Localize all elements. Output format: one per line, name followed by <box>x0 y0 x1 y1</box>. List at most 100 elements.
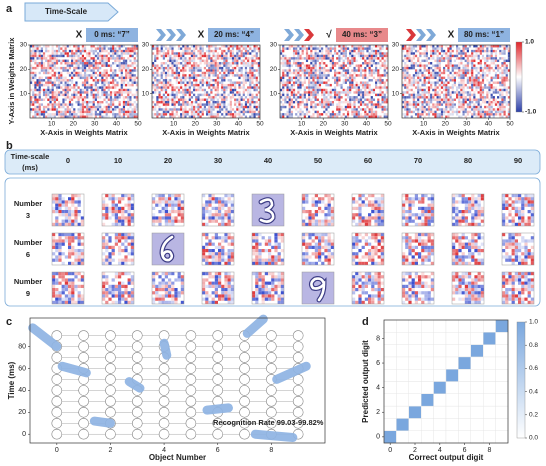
weight-cell <box>223 62 226 65</box>
weight-cell <box>292 54 296 58</box>
weight-cell <box>460 57 463 60</box>
noise-cell <box>477 197 481 201</box>
weight-cell <box>436 100 439 104</box>
noise-cell <box>430 197 434 201</box>
weight-cell <box>497 74 500 77</box>
weight-cell <box>64 88 67 92</box>
weight-cell <box>449 113 452 116</box>
weight-cell <box>129 115 132 118</box>
weight-cell <box>103 115 106 118</box>
weight-cell <box>368 64 371 67</box>
weight-cell <box>154 113 157 116</box>
weight-cell <box>36 98 39 101</box>
weight-cell <box>58 79 61 82</box>
weight-cell <box>184 62 187 65</box>
noise-cell <box>58 252 62 256</box>
noise-cell <box>311 222 315 226</box>
weight-cell <box>383 115 386 118</box>
noise-cell <box>171 219 175 223</box>
weight-cell <box>497 59 500 63</box>
noise-cell <box>52 194 56 198</box>
weight-cell <box>53 76 56 80</box>
noise-cell <box>164 213 168 217</box>
weight-cell <box>114 93 117 97</box>
weight-cell <box>370 64 373 67</box>
weight-cell <box>77 100 80 104</box>
weight-cell <box>288 86 291 89</box>
noise-cell <box>327 203 331 207</box>
weight-cell <box>109 98 113 101</box>
weight-cell <box>381 57 384 60</box>
weight-cell <box>308 57 311 60</box>
weight-cell <box>404 100 407 104</box>
weight-cell <box>419 108 422 111</box>
weight-cell <box>297 103 300 106</box>
weight-cell <box>154 86 157 89</box>
weight-cell <box>473 83 476 87</box>
weight-cell <box>462 69 465 72</box>
weight-cell <box>412 110 415 114</box>
weight-cell <box>494 98 498 101</box>
weight-cell <box>225 86 228 89</box>
weight-cell <box>417 59 420 63</box>
weight-cell <box>359 66 363 70</box>
weight-cell <box>412 74 415 77</box>
weight-cell <box>162 45 165 48</box>
weight-cell <box>79 57 82 60</box>
weight-cell <box>197 113 200 116</box>
weight-cell <box>255 81 258 84</box>
weight-cell <box>280 100 283 104</box>
weight-cell <box>133 113 136 116</box>
weight-cell <box>486 66 489 70</box>
weight-cell <box>167 110 170 114</box>
weight-cell <box>417 93 420 97</box>
weight-cell <box>505 47 508 50</box>
weight-cell <box>346 100 350 104</box>
weight-cell <box>175 62 178 65</box>
weight-cell <box>440 47 444 50</box>
weight-cell <box>116 52 119 55</box>
weight-cell <box>297 74 300 77</box>
weight-cell <box>84 76 87 80</box>
weight-cell <box>466 69 469 72</box>
weight-cell <box>109 96 113 99</box>
weight-cell <box>458 52 461 55</box>
weight-cell <box>344 81 347 84</box>
weight-cell <box>94 49 97 53</box>
weight-cell <box>127 83 130 87</box>
weight-cell <box>36 105 39 109</box>
weight-cell <box>355 83 358 87</box>
weight-cell <box>331 103 334 106</box>
weight-cell <box>49 66 52 70</box>
weight-cell <box>190 74 194 77</box>
noise-cell <box>68 216 72 220</box>
noise-cell <box>168 200 172 204</box>
noise-cell <box>77 233 81 237</box>
weight-cell <box>177 115 181 118</box>
noise-cell <box>58 194 62 198</box>
noise-cell <box>61 197 65 201</box>
weight-cell <box>247 62 250 65</box>
weight-cell <box>351 57 354 60</box>
noise-cell <box>302 197 306 201</box>
weight-cell <box>34 110 37 114</box>
weight-cell <box>460 81 463 84</box>
weight-cell <box>381 86 384 89</box>
weight-cell <box>312 69 315 72</box>
noise-cell <box>374 222 378 226</box>
weight-cell <box>116 115 119 118</box>
noise-cell <box>105 194 109 198</box>
noise-cell <box>530 219 534 223</box>
weight-cell <box>364 66 367 70</box>
weight-cell <box>312 66 315 70</box>
weight-cell <box>133 110 136 114</box>
weight-cell <box>206 81 209 84</box>
weight-cell <box>96 113 100 116</box>
weight-cell <box>445 98 448 101</box>
weight-cell <box>34 47 37 50</box>
weight-cell <box>297 86 300 89</box>
weight-cell <box>344 115 347 118</box>
weight-cell <box>64 62 67 65</box>
weight-cell <box>253 74 256 77</box>
noise-cell <box>52 200 56 204</box>
